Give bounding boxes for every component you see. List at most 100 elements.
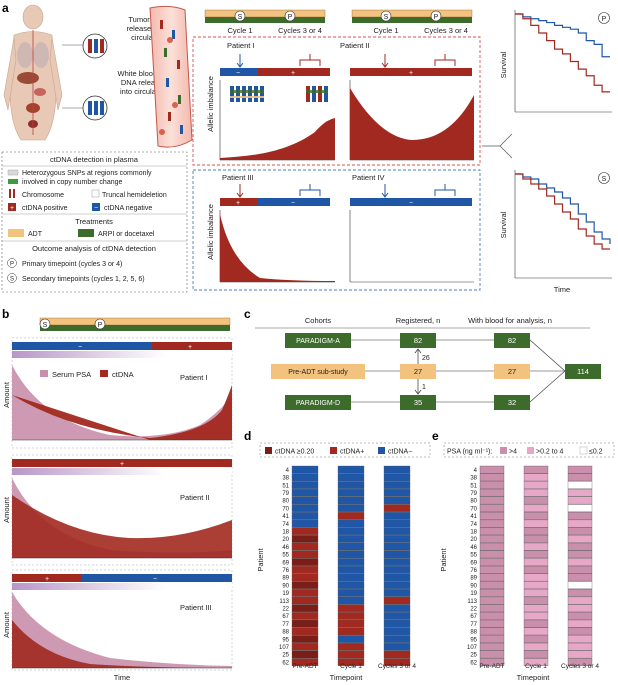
- heatmap-cell: [383, 581, 411, 589]
- svg-text:S: S: [602, 176, 607, 183]
- heatmap-cell: [291, 550, 319, 559]
- svg-text:−: −: [291, 200, 295, 207]
- timeline-left: S P Cycle 1 Cycles 3 or 4: [204, 9, 326, 35]
- heatmap-cell: [291, 619, 319, 628]
- heatmap-cell: [523, 658, 549, 666]
- heatmap-cell: [291, 519, 319, 528]
- heatmap-cell: [523, 488, 549, 497]
- svg-text:Heterozygous SNPs at regions c: Heterozygous SNPs at regions commonly: [22, 170, 152, 177]
- heatmap-cell: [291, 658, 319, 666]
- panel-c: c Cohorts Registered, n With blood for a…: [244, 307, 601, 410]
- heatmap-cell: [383, 496, 411, 505]
- panel-b-patient-iii: + − Patient III Amount Time: [2, 569, 233, 682]
- heatmap-cell: [567, 612, 593, 620]
- patient-id-label: 19: [470, 591, 477, 597]
- ctdna-heatmap: [291, 465, 411, 666]
- timepoint-label: Cycle 1: [525, 663, 547, 670]
- heatmap-cell: [567, 465, 593, 474]
- heatmap-cell: [291, 481, 319, 489]
- panel-d-letter: d: [244, 429, 251, 443]
- patient-id-label: 18: [282, 530, 289, 536]
- heatmap-cell: [567, 635, 593, 643]
- patient-id-label: 46: [470, 545, 477, 551]
- heatmap-cell: [337, 558, 365, 566]
- heatmap-cell: [567, 604, 593, 613]
- heatmap-cell: [383, 573, 411, 582]
- heatmap-cell: [567, 542, 593, 551]
- psa-heatmap: [479, 465, 593, 666]
- heatmap-cell: [337, 535, 365, 543]
- heatmap-cell: [479, 565, 505, 574]
- heatmap-cell: [337, 527, 365, 536]
- svg-text:P: P: [602, 16, 607, 23]
- panel-d: d ctDNA ≥0.20 ctDNA+ ctDNA− 438517980704…: [244, 429, 431, 682]
- heatmap-cell: [567, 589, 593, 597]
- svg-text:82: 82: [414, 336, 422, 345]
- patient-id-label: 90: [282, 583, 289, 589]
- panel-b-patient-ii: + Patient II Amount: [2, 454, 233, 566]
- svg-text:PARADIGM-D: PARADIGM-D: [296, 400, 340, 407]
- heatmap-cell: [291, 604, 319, 613]
- heatmap-cell: [337, 512, 365, 520]
- cycle1-label: Cycle 1: [227, 26, 252, 35]
- survival-bottom: Survival S Time: [499, 170, 612, 294]
- heatmap-cell: [337, 496, 365, 505]
- snp-cluster-right: [306, 86, 328, 102]
- heatmap-cell: [523, 527, 549, 536]
- heatmap-cell: [383, 619, 411, 628]
- heatmap-cell: [337, 619, 365, 628]
- timepoint-label: Cycles 3 or 4: [378, 663, 416, 670]
- heatmap-cell: [523, 550, 549, 559]
- human-body-illustration: [3, 4, 63, 141]
- heatmap-cell: [383, 650, 411, 659]
- svg-text:P: P: [98, 322, 103, 329]
- heatmap-cell: [337, 550, 365, 559]
- heatmap-cell: [383, 642, 411, 651]
- heatmap-cell: [337, 573, 365, 582]
- wbc-label: White blood cell DNA released into circu…: [118, 69, 171, 96]
- survival-top: Survival P: [499, 10, 612, 113]
- heatmap-cell: [523, 481, 549, 489]
- svg-text:1: 1: [422, 384, 426, 391]
- heatmap-cell: [291, 596, 319, 605]
- svg-text:With blood for analysis, n: With blood for analysis, n: [468, 316, 552, 325]
- heatmap-cell: [523, 650, 549, 659]
- heatmap-cell: [567, 527, 593, 536]
- svg-text:Patient IV: Patient IV: [352, 173, 385, 182]
- panel-e: e PSA (ng ml⁻¹): >4 >0.2 to 4 ≤0.2 4 3851…: [432, 429, 615, 682]
- svg-text:Serum PSA: Serum PSA: [52, 370, 91, 379]
- patient-id-label: 25: [282, 653, 289, 659]
- heatmap-cell: [383, 542, 411, 551]
- s-marker: [234, 10, 246, 22]
- heatmap-cell: [479, 527, 505, 536]
- heatmap-cell: [567, 581, 593, 589]
- patient-id-label: 55: [470, 553, 477, 559]
- heatmap-cell: [479, 573, 505, 582]
- svg-text:Primary timepoint (cycles 3 or: Primary timepoint (cycles 3 or 4): [22, 261, 122, 268]
- patient-id-label: 20: [470, 537, 477, 543]
- heatmap-cell: [337, 519, 365, 528]
- svg-text:P: P: [434, 14, 439, 21]
- heatmap-cell: [291, 565, 319, 574]
- heatmap-cell: [567, 504, 593, 512]
- heatmap-cell: [383, 612, 411, 620]
- heatmap-cell: [291, 642, 319, 651]
- heatmap-cell: [523, 465, 549, 474]
- patient-id-label: 4: [286, 468, 290, 474]
- heatmap-cell: [523, 573, 549, 582]
- allelic-imbalance-label-bottom: Allelic imbalance: [206, 204, 215, 260]
- paradigm-d-row: PARADIGM-D 35 32: [285, 395, 530, 410]
- heatmap-cell: [383, 512, 411, 520]
- heatmap-cell: [523, 535, 549, 543]
- heatmap-cell: [567, 481, 593, 489]
- cycles34-label: Cycles 3 or 4: [278, 26, 322, 35]
- heatmap-cell: [479, 542, 505, 551]
- heatmap-cell: [523, 542, 549, 551]
- svg-text:Cycles 3 or 4: Cycles 3 or 4: [424, 26, 468, 35]
- svg-text:+: +: [45, 576, 49, 583]
- patient-id-label: 90: [470, 583, 477, 589]
- heatmap-cell: [383, 558, 411, 566]
- svg-text:Patient II: Patient II: [180, 493, 210, 502]
- heatmap-cell: [567, 519, 593, 528]
- svg-text:26: 26: [422, 355, 430, 362]
